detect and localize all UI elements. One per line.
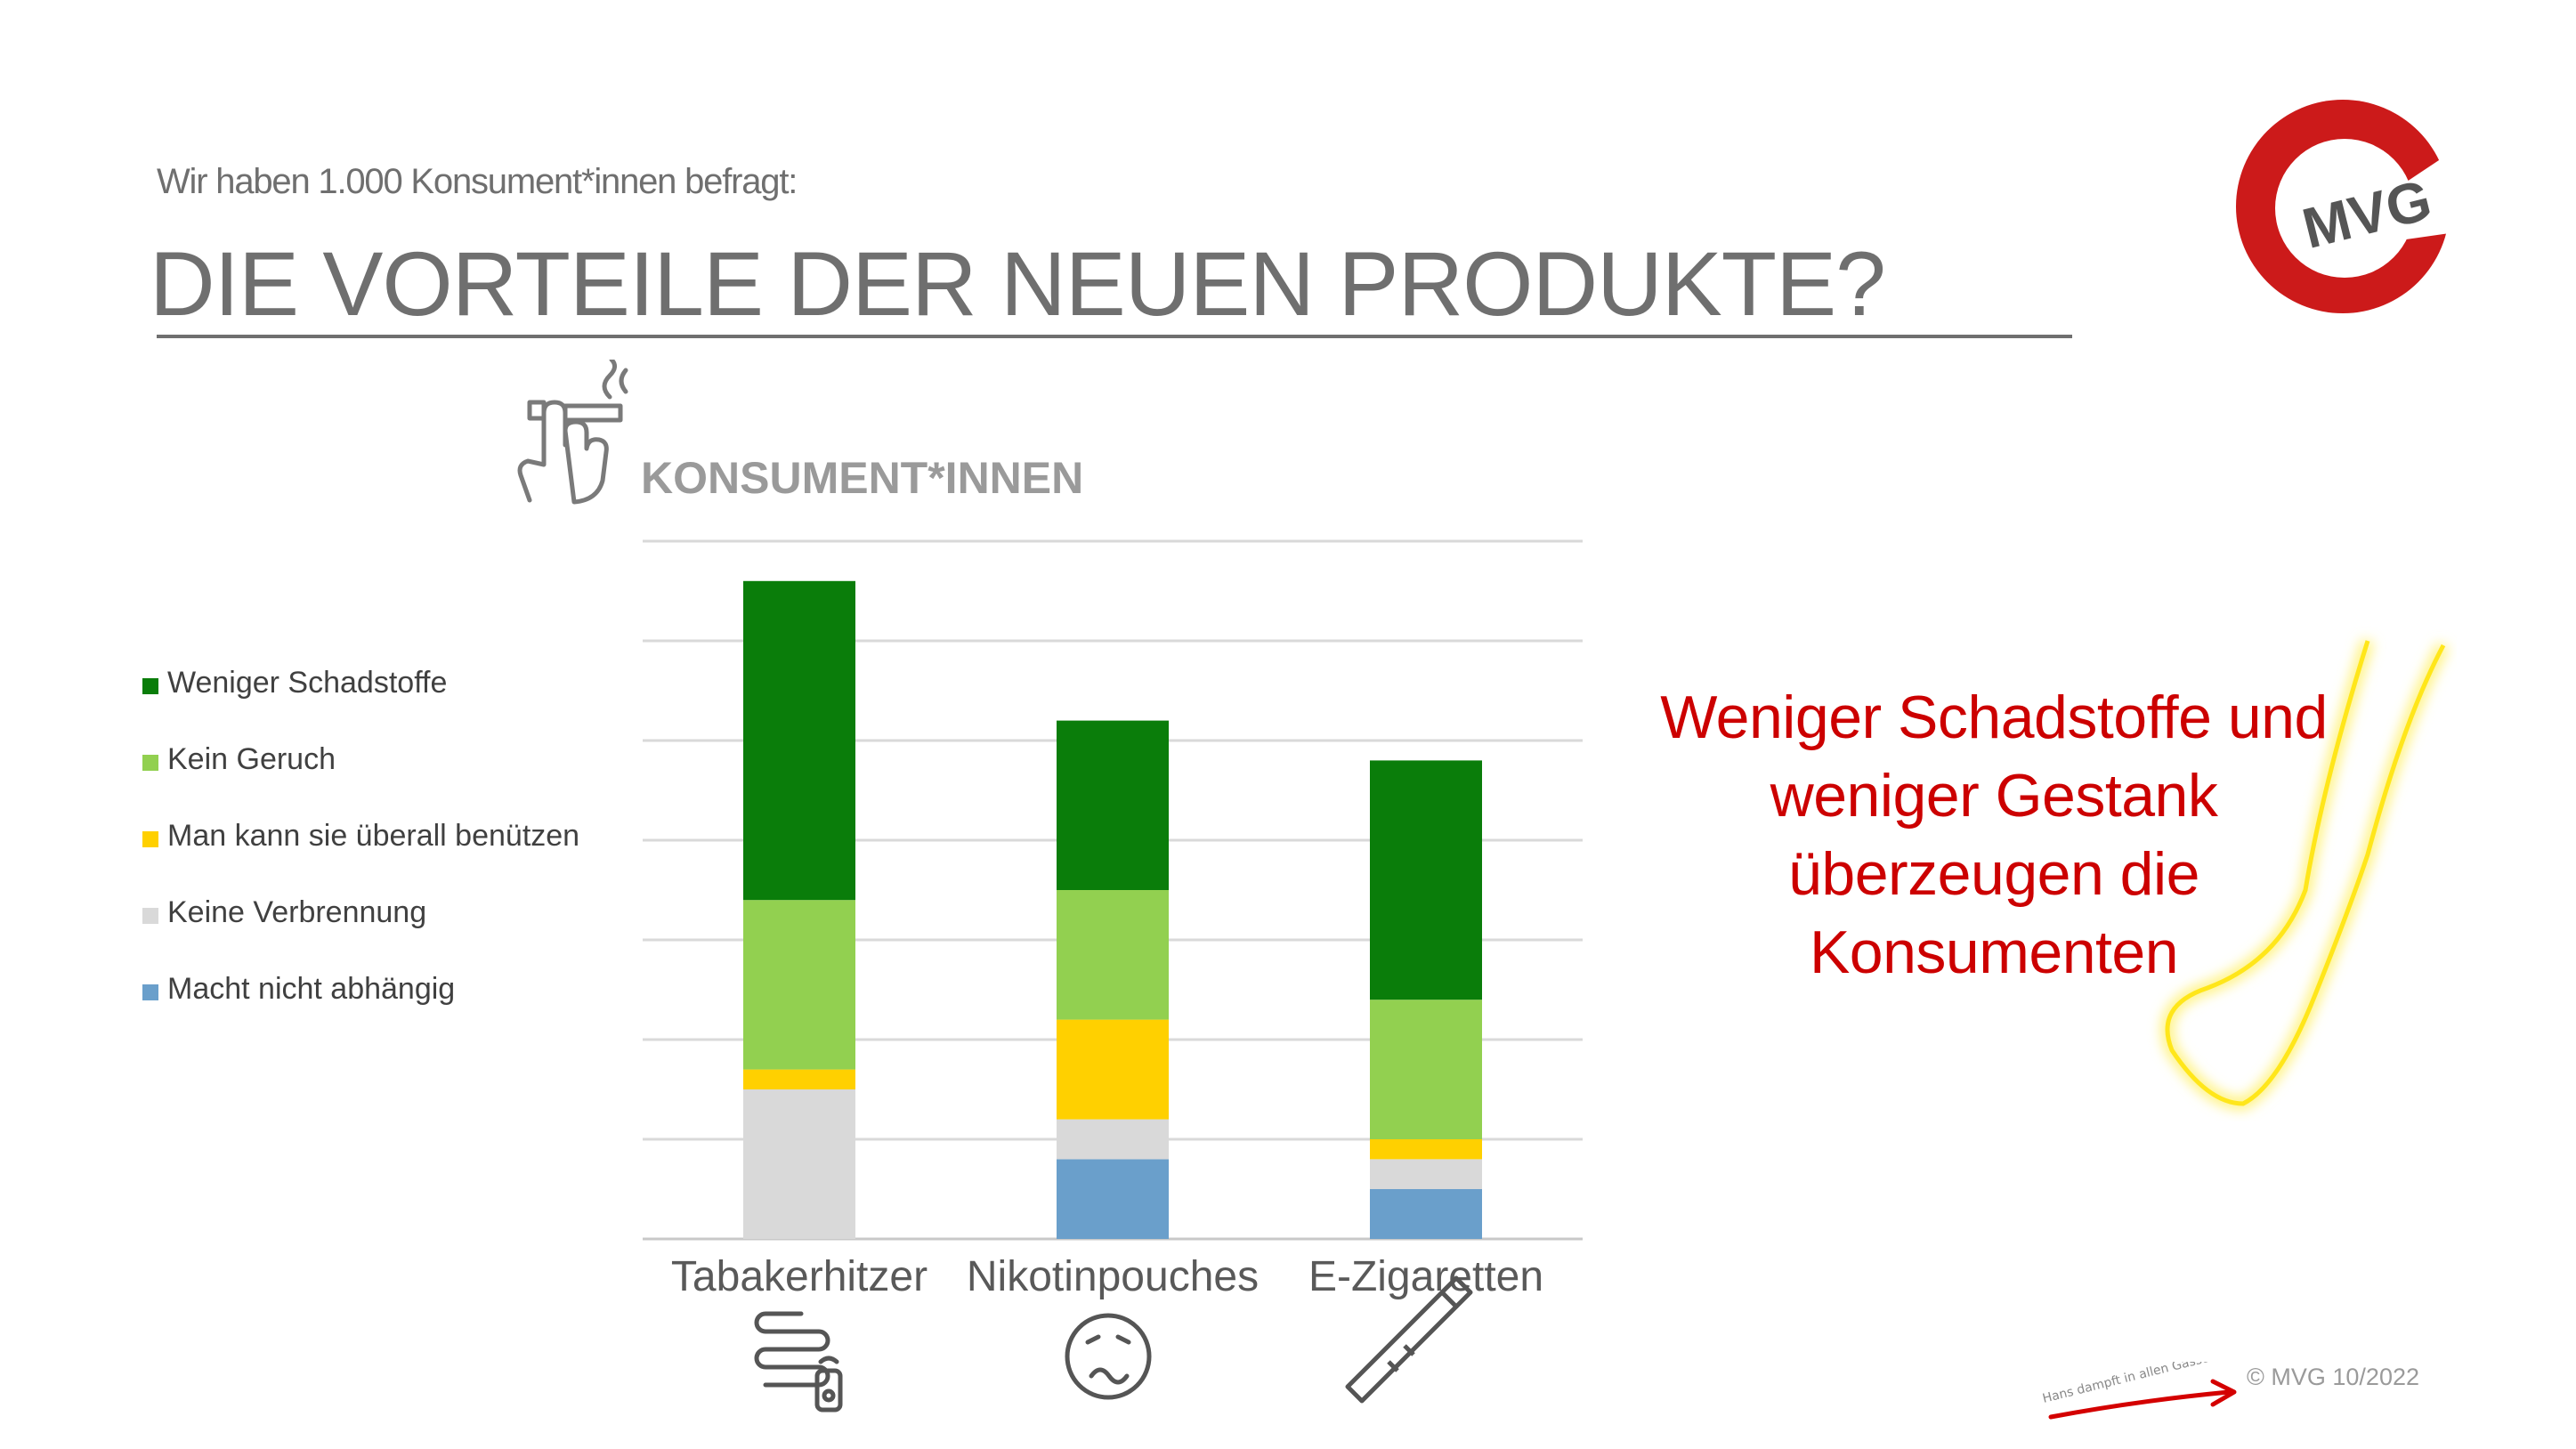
bar-segment (743, 1069, 855, 1089)
neon-glow-decoration (2161, 638, 2450, 1111)
bar-segment (743, 1089, 855, 1239)
bar-segment (1370, 760, 1482, 1000)
legend-swatch (142, 984, 158, 1000)
bar-segment (743, 580, 855, 901)
legend-swatch (142, 678, 158, 694)
legend-label: Macht nicht abhängig (167, 972, 456, 1006)
legend-swatch (142, 908, 158, 924)
legend-swatch (142, 755, 158, 771)
bar-segment (1370, 1159, 1482, 1189)
heated-tobacco-device-icon (754, 1311, 843, 1413)
page-title: DIE VORTEILE DER NEUEN PRODUKTE? (150, 233, 1886, 335)
bar-segment (1370, 1189, 1482, 1239)
callout-line: Weniger Schadstoffe und (1660, 684, 2328, 751)
bar-segment (1057, 1019, 1169, 1120)
legend-label: Keine Verbrennung (167, 895, 427, 929)
legend-swatch (142, 831, 158, 847)
bar-segment (1057, 1119, 1169, 1160)
chart-bars (743, 580, 1482, 1239)
bar-segment (1057, 1159, 1169, 1239)
callout-line: Konsumenten (1809, 919, 2179, 986)
chart-heading: KONSUMENT*INNEN (641, 453, 1084, 503)
title-underline (157, 335, 2072, 338)
queasy-face-icon (1065, 1313, 1152, 1400)
hand-cigarette-icon (517, 360, 628, 505)
survey-subtitle: Wir haben 1.000 Konsument*innen befragt: (157, 162, 798, 201)
handwritten-note: Hans dampft in allen Gassen (2041, 1362, 2218, 1406)
legend-label: Weniger Schadstoffe (167, 666, 448, 700)
legend-label: Kein Geruch (167, 742, 336, 776)
category-label: Tabakerhitzer (671, 1253, 928, 1300)
callout-text: Weniger Schadstoffe und weniger Gestank üb… (1620, 678, 2368, 992)
bar-segment (1057, 890, 1169, 1020)
category-label: Nikotinpouches (967, 1253, 1259, 1300)
callout-line: weniger Gestank (1770, 762, 2218, 830)
handwritten-arrow: Hans dampft in allen Gassen (2041, 1362, 2237, 1420)
mvg-logo: MVG (2236, 100, 2450, 313)
copyright: © MVG 10/2022 (2247, 1364, 2419, 1390)
bar-segment (743, 900, 855, 1070)
bar-segment (1057, 720, 1169, 890)
bar-segment (1370, 1000, 1482, 1139)
legend-label: Man kann sie überall benützen (167, 819, 580, 853)
category-labels: Tabakerhitzer Nikotinpouches E-Zigaretten (671, 1253, 1543, 1300)
bar-segment (1370, 1139, 1482, 1160)
e-cigarette-icon (1345, 1275, 1473, 1404)
callout-line: überzeugen die (1788, 840, 2199, 908)
category-label: E-Zigaretten (1308, 1253, 1543, 1300)
